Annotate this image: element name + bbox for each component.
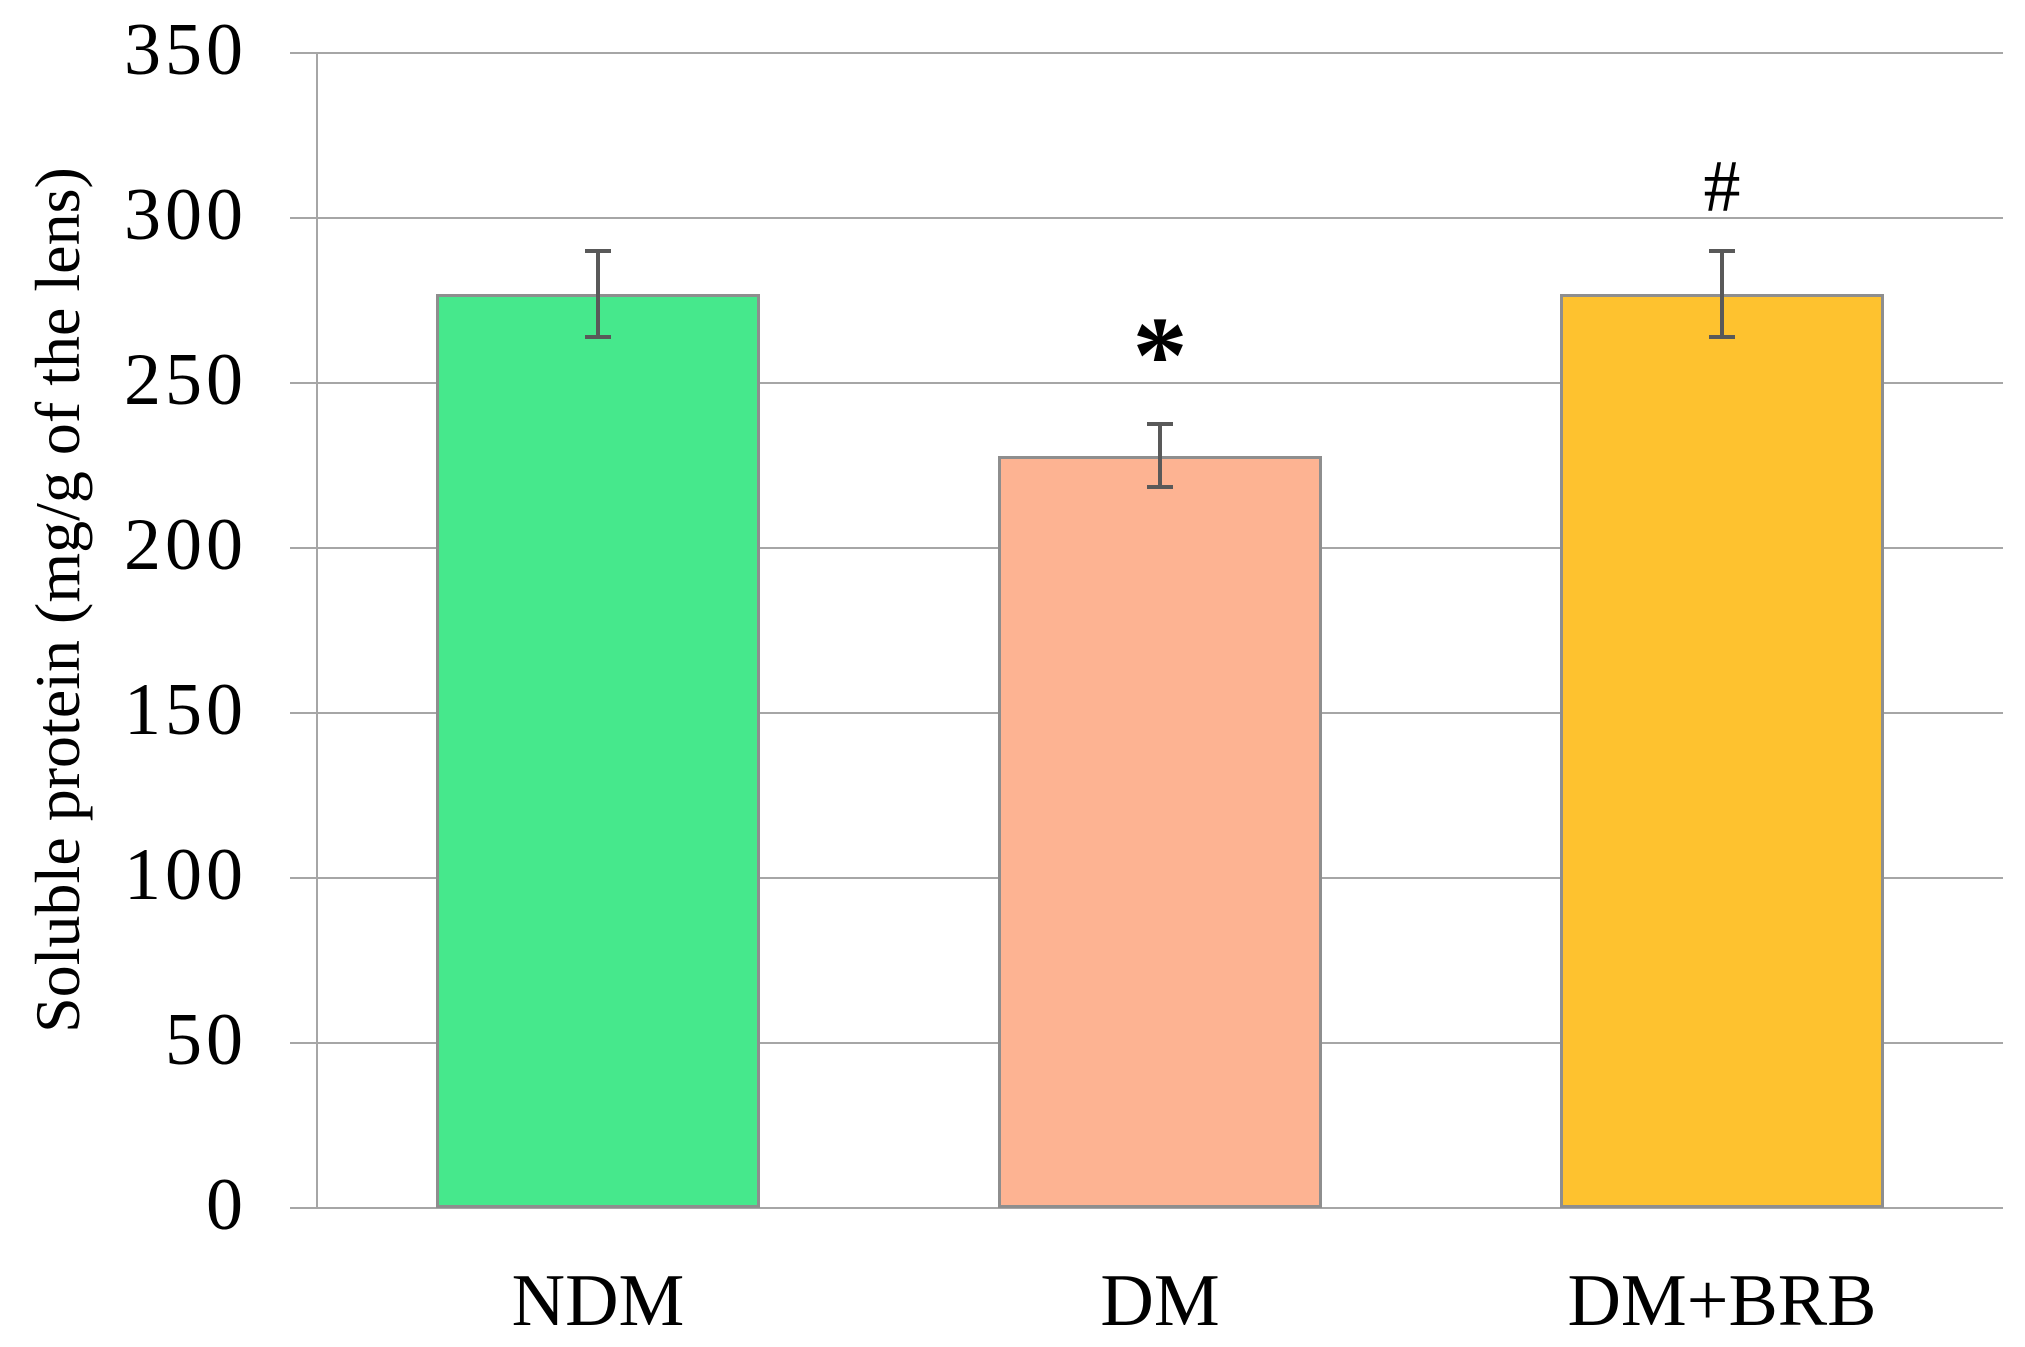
y-axis-tick-label: 150 (124, 669, 247, 751)
error-bar-cap-bottom-ndm (585, 334, 611, 339)
y-axis-tick-label: 100 (124, 834, 247, 916)
y-axis-tick-label: 200 (124, 504, 247, 586)
x-axis-category-label-dm: DM (1100, 1260, 1220, 1342)
x-axis-category-label-ndm: NDM (511, 1260, 685, 1342)
y-axis-tick-label: 0 (206, 1164, 247, 1246)
bar-dm-brb (1560, 293, 1884, 1208)
bar-dm (998, 455, 1322, 1208)
gridline-250 (290, 382, 2003, 384)
error-bar-ndm (596, 251, 600, 337)
error-bar-cap-top-dm-brb (1709, 249, 1735, 253)
x-axis-category-label-dm-brb: DM+BRB (1567, 1260, 1877, 1342)
gridline-0 (290, 1207, 2003, 1209)
bar-ndm (436, 293, 760, 1208)
error-bar-dm-brb (1720, 251, 1724, 337)
gridline-350 (290, 52, 2003, 54)
y-axis-tick-label: 50 (165, 999, 247, 1081)
error-bar-cap-bottom-dm (1147, 484, 1173, 489)
error-bar-cap-top-dm (1147, 422, 1173, 427)
error-bar-cap-top-ndm (585, 249, 611, 253)
y-axis-tick-label: 350 (124, 9, 247, 91)
y-axis-tick-label: 250 (124, 339, 247, 421)
y-axis-line (316, 53, 318, 1209)
error-bar-cap-bottom-dm-brb (1709, 334, 1735, 339)
y-axis-tick-label: 300 (124, 174, 247, 256)
significance-marker-dm-brb: # (1703, 146, 1741, 228)
error-bar-dm (1158, 424, 1162, 487)
significance-marker-dm: * (1132, 294, 1188, 417)
gridline-300 (290, 217, 2003, 219)
